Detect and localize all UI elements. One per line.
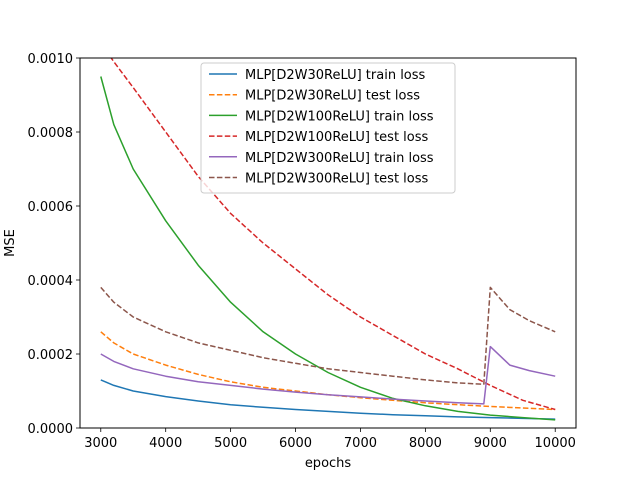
- x-axis-label: epochs: [305, 456, 352, 471]
- series-layer: [100, 58, 556, 421]
- x-tick-label: 8000: [409, 436, 442, 451]
- y-tick-label: 0.0010: [28, 52, 74, 67]
- y-axis-label: MSE: [3, 229, 18, 257]
- legend-entry: MLP[D2W300ReLU] train loss: [245, 151, 434, 166]
- series-line-0: [100, 379, 556, 420]
- x-axis-ticks: 3000 4000 5000 6000 7000 8000 9000 10000: [84, 428, 576, 451]
- series-line-2: [100, 76, 556, 421]
- y-axis-ticks: 0.0000 0.0002 0.0004 0.0006 0.0008 0.0010: [28, 52, 80, 437]
- legend-entry: MLP[D2W100ReLU] test loss: [245, 130, 429, 145]
- axes-frame: [79, 57, 577, 429]
- series-line-3: [110, 58, 556, 411]
- y-tick-label: 0.0008: [28, 126, 74, 141]
- legend-entry: MLP[D2W100ReLU] train loss: [245, 109, 434, 124]
- series-line-4: [100, 345, 556, 405]
- x-tick-label: 6000: [279, 436, 312, 451]
- y-tick-label: 0.0000: [28, 422, 74, 437]
- y-tick-label: 0.0004: [28, 274, 74, 289]
- y-tick-label: 0.0006: [28, 200, 74, 215]
- x-tick-label: 3000: [84, 436, 117, 451]
- legend: MLP[D2W30ReLU] train loss MLP[D2W30ReLU] …: [200, 62, 456, 194]
- legend-entry: MLP[D2W30ReLU] test loss: [245, 89, 420, 104]
- x-tick-label: 7000: [344, 436, 377, 451]
- legend-entry: MLP[D2W30ReLU] train loss: [245, 68, 426, 83]
- legend-entry: MLP[D2W300ReLU] test loss: [245, 172, 429, 187]
- x-tick-label: 10000: [535, 436, 576, 451]
- x-tick-label: 5000: [214, 436, 247, 451]
- x-tick-label: 9000: [474, 436, 507, 451]
- y-tick-label: 0.0002: [28, 348, 74, 363]
- series-line-5: [100, 286, 556, 386]
- x-tick-label: 4000: [149, 436, 182, 451]
- legend-box: [200, 62, 456, 194]
